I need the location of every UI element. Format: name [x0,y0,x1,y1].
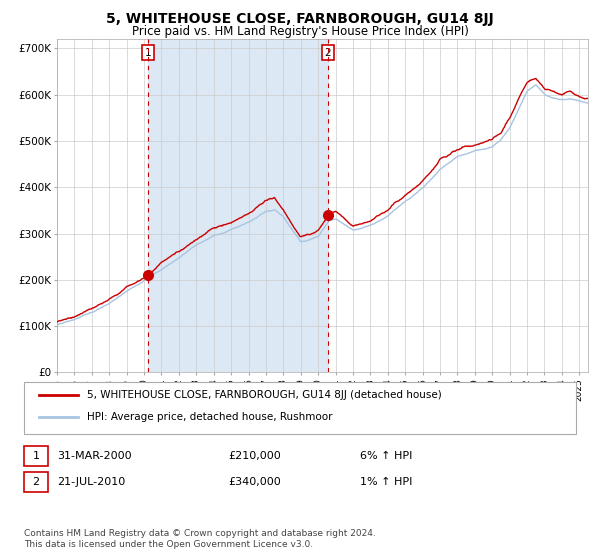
Text: £210,000: £210,000 [228,451,281,461]
Text: £340,000: £340,000 [228,477,281,487]
Text: 31-MAR-2000: 31-MAR-2000 [57,451,131,461]
Text: 1: 1 [32,451,40,461]
Text: 6% ↑ HPI: 6% ↑ HPI [360,451,412,461]
Text: HPI: Average price, detached house, Rushmoor: HPI: Average price, detached house, Rush… [87,412,332,422]
Text: 5, WHITEHOUSE CLOSE, FARNBOROUGH, GU14 8JJ (detached house): 5, WHITEHOUSE CLOSE, FARNBOROUGH, GU14 8… [87,390,442,400]
Text: Contains HM Land Registry data © Crown copyright and database right 2024.
This d: Contains HM Land Registry data © Crown c… [24,529,376,549]
Text: Price paid vs. HM Land Registry's House Price Index (HPI): Price paid vs. HM Land Registry's House … [131,25,469,38]
Text: 1: 1 [145,48,152,58]
Bar [148,39,328,372]
Text: 5, WHITEHOUSE CLOSE, FARNBOROUGH, GU14 8JJ: 5, WHITEHOUSE CLOSE, FARNBOROUGH, GU14 8… [106,12,494,26]
Text: 21-JUL-2010: 21-JUL-2010 [57,477,125,487]
Text: 1% ↑ HPI: 1% ↑ HPI [360,477,412,487]
Text: 2: 2 [325,48,331,58]
Text: 2: 2 [32,477,40,487]
